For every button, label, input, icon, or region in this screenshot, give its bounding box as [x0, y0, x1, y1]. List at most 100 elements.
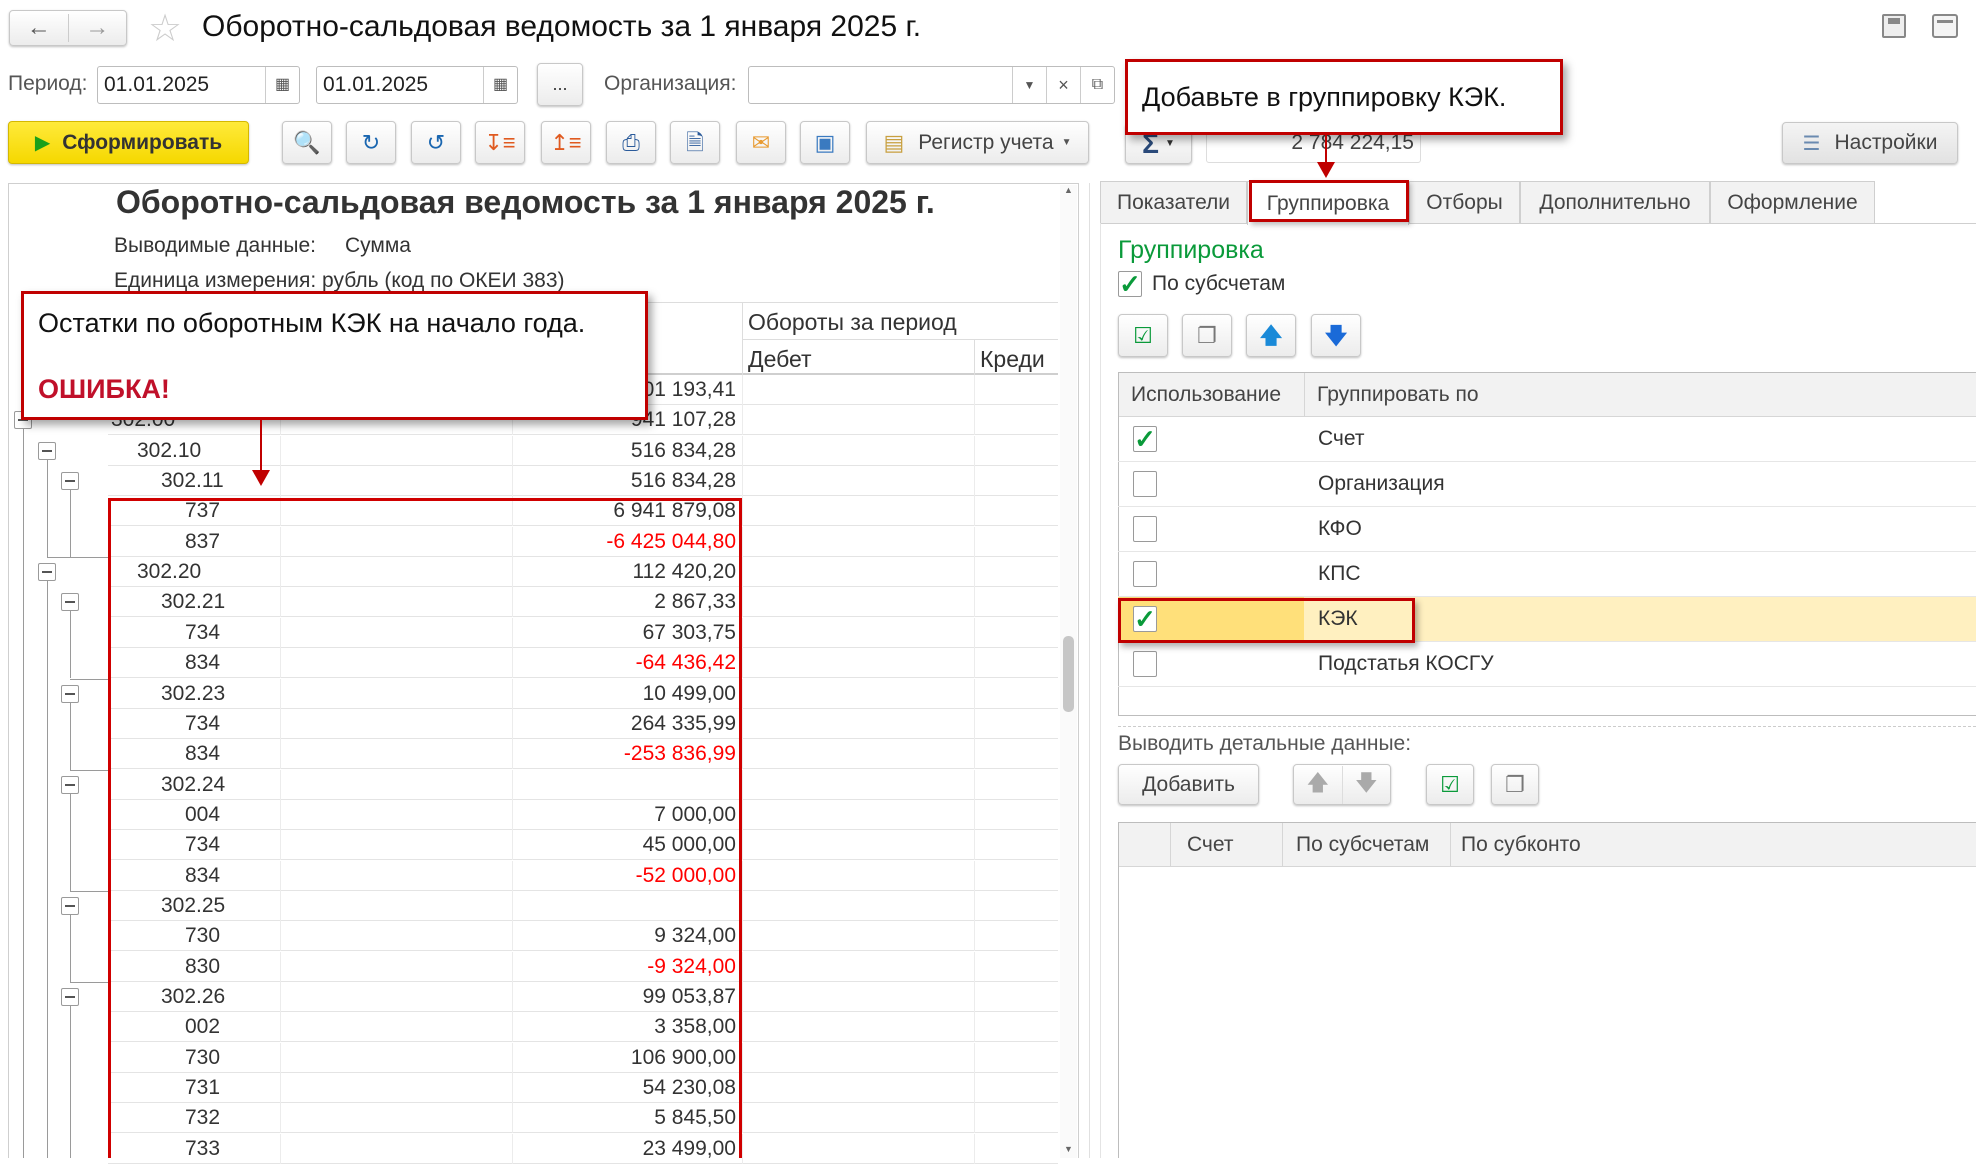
table-row[interactable]: 834 -52 000,00	[108, 860, 1058, 891]
expand-all-button[interactable]: ↧≡	[475, 121, 525, 164]
open-icon[interactable]: ⧉	[1080, 67, 1114, 103]
table-row[interactable]: 734 45 000,00	[108, 830, 1058, 861]
search-button[interactable]: 🔍	[282, 121, 332, 164]
print-icon[interactable]	[1932, 14, 1958, 38]
tab-4[interactable]: Оформление	[1710, 181, 1875, 224]
tab-3[interactable]: Дополнительно	[1520, 181, 1710, 224]
uncheck-all-button[interactable]: ❐	[1182, 314, 1232, 357]
table-row[interactable]: 302.20 112 420,20	[108, 557, 1058, 588]
period-select-button[interactable]: ...	[537, 63, 583, 106]
uncheck-all-icon: ❐	[1505, 771, 1525, 797]
collapse-toggle-icon[interactable]	[38, 441, 56, 460]
grouping-row[interactable]	[1118, 642, 1976, 687]
by-subaccounts-checkbox[interactable]: ✓	[1118, 269, 1142, 299]
usage-checkbox[interactable]	[1133, 471, 1157, 497]
preview-button[interactable]: 🗎	[670, 121, 720, 164]
table-row[interactable]: 002 3 358,00	[108, 1012, 1058, 1043]
usage-checkbox[interactable]	[1133, 516, 1157, 542]
calendar-icon[interactable]: ▦	[483, 67, 517, 103]
usage-checkbox[interactable]: ✓	[1133, 604, 1157, 634]
table-row[interactable]: 734 264 335,99	[108, 708, 1058, 739]
collapse-toggle-icon[interactable]	[61, 684, 79, 703]
tab-2[interactable]: Отборы	[1409, 181, 1520, 224]
table-row[interactable]: 834 -253 836,99	[108, 739, 1058, 770]
tab-1[interactable]: Группировка	[1247, 181, 1409, 225]
report-scrollbar[interactable]: ▲ ▼	[1060, 185, 1077, 1158]
table-row[interactable]: 830 -9 324,00	[108, 951, 1058, 982]
date-to-field[interactable]: 01.01.2025 ▦	[316, 66, 518, 104]
table-row[interactable]: 730 106 900,00	[108, 1042, 1058, 1073]
table-row[interactable]: 734 67 303,75	[108, 617, 1058, 648]
detail-uncheck-all-button[interactable]: ❐	[1491, 764, 1539, 805]
table-row[interactable]: 004 7 000,00	[108, 799, 1058, 830]
dropdown-icon[interactable]: ▼	[1012, 67, 1046, 103]
tree-line	[70, 914, 71, 982]
grouping-row[interactable]	[1118, 552, 1976, 597]
grouping-row[interactable]: ✓	[1118, 597, 1976, 642]
table-row[interactable]: 730 9 324,00	[108, 921, 1058, 952]
move-down-button[interactable]: 🡇	[1311, 314, 1361, 357]
grouping-row[interactable]: ✓	[1118, 417, 1976, 462]
scroll-thumb[interactable]	[1063, 636, 1074, 712]
move-up-button[interactable]: 🡅	[1246, 314, 1296, 357]
detail-move-up-button[interactable]: 🡅	[1294, 765, 1343, 804]
save-button[interactable]: ▣	[800, 121, 850, 164]
org-field[interactable]: ▼ × ⧉	[748, 66, 1115, 104]
table-row[interactable]: 732 5 845,50	[108, 1103, 1058, 1134]
star-icon[interactable]: ☆	[148, 8, 183, 50]
hint-text: Добавьте в группировку КЭК.	[1142, 82, 1507, 112]
collapse-all-button[interactable]: ↥≡	[541, 121, 591, 164]
grouping-row[interactable]	[1118, 507, 1976, 552]
register-button[interactable]: ▤ Регистр учета ▼	[866, 121, 1089, 164]
balance-cell: 2 867,33	[654, 590, 736, 614]
collapse-toggle-icon[interactable]	[38, 563, 56, 582]
table-row[interactable]: 302.26 99 053,87	[108, 982, 1058, 1012]
printer-icon: ⎙	[622, 129, 640, 155]
date-from-field[interactable]: 01.01.2025 ▦	[97, 66, 300, 104]
table-row[interactable]: 302.23 10 499,00	[108, 678, 1058, 709]
collapse-toggle-icon[interactable]	[61, 896, 79, 915]
clear-icon[interactable]: ×	[1046, 67, 1080, 103]
col-divider	[512, 1042, 513, 1073]
usage-checkbox[interactable]	[1133, 651, 1157, 677]
table-row[interactable]: 302.11 516 834,28	[108, 466, 1058, 497]
collapse-toggle-icon[interactable]	[61, 593, 79, 612]
col-divider	[742, 1073, 743, 1104]
tab-0[interactable]: Показатели	[1100, 181, 1247, 224]
detail-move-down-button[interactable]: 🡇	[1354, 769, 1378, 795]
table-row[interactable]: 731 54 230,08	[108, 1073, 1058, 1104]
scroll-up-icon[interactable]: ▲	[1064, 185, 1073, 195]
collapse-toggle-icon[interactable]	[61, 775, 79, 794]
table-row[interactable]: 302.21 2 867,33	[108, 587, 1058, 618]
col-divider	[280, 860, 281, 891]
add-button[interactable]: Добавить	[1118, 764, 1259, 805]
collapse-toggle-icon[interactable]	[61, 472, 79, 491]
calendar-icon[interactable]: ▦	[265, 67, 299, 103]
generate-button[interactable]: ▶ Сформировать	[8, 121, 249, 164]
check-all-button[interactable]: ☑	[1118, 314, 1168, 357]
table-row[interactable]: 302.24	[108, 769, 1058, 800]
save-icon[interactable]	[1882, 14, 1906, 38]
account-cell: 004	[185, 802, 221, 826]
table-row[interactable]: 302.10 516 834,28	[108, 435, 1058, 466]
find-prev-button[interactable]: ↺	[411, 121, 461, 164]
usage-checkbox[interactable]: ✓	[1133, 424, 1157, 454]
back-button[interactable]: ←	[10, 14, 69, 42]
detail-check-all-button[interactable]: ☑	[1426, 764, 1474, 805]
scroll-down-icon[interactable]: ▼	[1064, 1144, 1073, 1154]
table-row[interactable]: 837 -6 425 044,80	[108, 526, 1058, 557]
print-button[interactable]: ⎙	[606, 121, 656, 164]
tree-line	[47, 459, 48, 558]
grouping-row[interactable]	[1118, 462, 1976, 507]
settings-button[interactable]: ☰ Настройки	[1782, 122, 1958, 164]
forward-button[interactable]: →	[85, 14, 110, 41]
table-row[interactable]: 737 6 941 879,08	[108, 496, 1058, 527]
col-divider	[742, 496, 743, 527]
find-next-button[interactable]: ↻	[346, 121, 396, 164]
collapse-toggle-icon[interactable]	[61, 988, 79, 1006]
col-divider	[974, 557, 975, 588]
table-row[interactable]: 302.25	[108, 890, 1058, 921]
usage-checkbox[interactable]	[1133, 561, 1157, 587]
table-row[interactable]: 834 -64 436,42	[108, 648, 1058, 679]
email-button[interactable]: ✉	[736, 121, 786, 164]
